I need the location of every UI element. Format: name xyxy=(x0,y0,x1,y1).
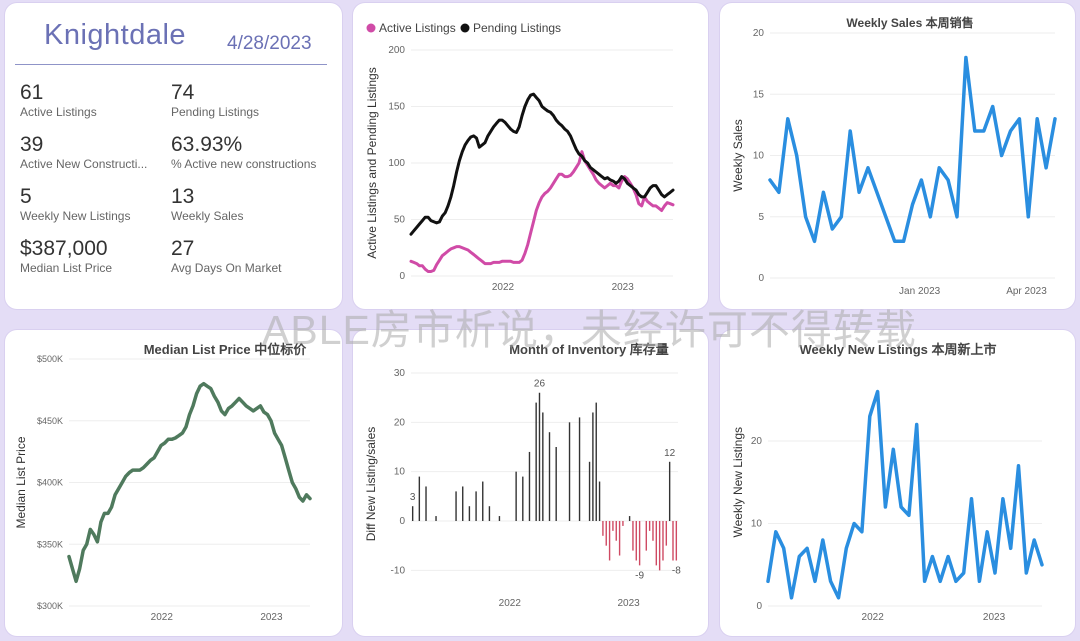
y-tick-label: 50 xyxy=(394,215,406,226)
listings-chart: 0 50 100 150 200 2022 2023 Active Listings and … xyxy=(365,21,675,293)
kpi-label: % Active new constructions xyxy=(171,157,317,171)
legend-label: Pending Listings xyxy=(473,21,561,35)
y-tick-label: 10 xyxy=(753,151,765,162)
y-tick-label: 150 xyxy=(388,102,405,113)
bar-data-label: 26 xyxy=(534,379,546,390)
y-axis-label: Weekly Sales xyxy=(731,119,745,191)
kpi-weekly-new-listings: 5 Weekly New Listings xyxy=(20,185,180,223)
kpi-value: 27 xyxy=(171,237,195,260)
y-tick-label: 20 xyxy=(751,436,763,447)
legend-marker-pending xyxy=(460,23,470,33)
legend-marker-active xyxy=(366,23,376,33)
y-tick-label: 20 xyxy=(394,417,406,428)
y-tick-label: 15 xyxy=(753,89,765,100)
y-tick-label: 100 xyxy=(388,158,405,169)
kpi-value: 63.93% xyxy=(171,133,243,156)
y-tick-label: $400K xyxy=(37,478,63,488)
pending-listings-line xyxy=(409,92,675,236)
header-divider xyxy=(15,64,327,65)
chart-title: Month of Inventory 库存量 xyxy=(509,342,669,357)
y-tick-label: $300K xyxy=(37,601,63,611)
x-tick-label: 2023 xyxy=(260,612,283,623)
kpi-label: Active New Constructi... xyxy=(20,157,148,171)
bar-data-label: 3 xyxy=(410,492,416,503)
median-price-card: $300K $350K $400K $450K $500K 2022 2023 Median … xyxy=(5,330,342,636)
bar-data-label: 12 xyxy=(664,448,676,459)
y-tick-label: 20 xyxy=(753,28,765,39)
active-listings-line xyxy=(409,150,675,273)
kpi-label: Active Listings xyxy=(20,105,97,119)
y-axis-label: Active Listings and Pending Listings xyxy=(365,67,379,258)
x-tick-label: 2023 xyxy=(612,282,635,293)
x-tick-label: Apr 2023 xyxy=(1006,286,1047,297)
x-tick-label: 2022 xyxy=(499,598,522,609)
inventory-card: -10 0 10 20 30 2022 2023 Diff New Listing/sales… xyxy=(353,330,708,636)
kpi-header: Knightdale 4/28/2023 xyxy=(5,3,342,69)
kpi-value: 74 xyxy=(171,81,195,104)
new-listings-line xyxy=(766,389,1044,600)
weekly-sales-card: 0 5 10 15 20 Jan 2023 Apr 2023 Weekly Sales Week… xyxy=(720,3,1075,309)
y-tick-label: 0 xyxy=(756,601,762,612)
kpi-value: 13 xyxy=(171,185,195,208)
y-axis-label: Weekly New Listings xyxy=(731,427,745,537)
legend-label: Active Listings xyxy=(379,21,456,35)
kpi-pct-new-construction: 63.93% % Active new constructions xyxy=(171,133,331,171)
kpi-avg-days-on-market: 27 Avg Days On Market xyxy=(171,237,331,275)
x-tick-label: 2023 xyxy=(617,598,640,609)
kpi-card: Knightdale 4/28/2023 61 Active Listings … xyxy=(5,3,342,309)
bar-data-label: -8 xyxy=(672,565,681,576)
new-listings-card: 0 10 20 2022 2023 Weekly New Listings Weekly N… xyxy=(720,330,1075,636)
y-axis-label: Diff New Listing/sales xyxy=(364,427,378,542)
y-axis-label: Median List Price xyxy=(14,436,28,528)
listings-chart-card: 0 50 100 150 200 2022 2023 Active Listings and … xyxy=(353,3,708,309)
new-listings-chart: 0 10 20 2022 2023 Weekly New Listings Weekly N… xyxy=(731,342,1044,623)
y-tick-label: 0 xyxy=(399,271,405,282)
weekly-sales-line xyxy=(768,55,1057,244)
kpi-label: Weekly New Listings xyxy=(20,209,131,223)
y-tick-label: 0 xyxy=(399,516,405,527)
x-tick-label: 2023 xyxy=(983,612,1006,623)
weekly-sales-chart: 0 5 10 15 20 Jan 2023 Apr 2023 Weekly Sales Week… xyxy=(731,15,1057,297)
y-tick-label: 200 xyxy=(388,45,405,56)
y-tick-label: 10 xyxy=(751,519,763,530)
kpi-median-list-price: $387,000 Median List Price xyxy=(20,237,180,275)
median-price-line xyxy=(67,381,312,584)
y-tick-label: 5 xyxy=(758,212,764,223)
x-tick-label: Jan 2023 xyxy=(899,286,941,297)
report-date: 4/28/2023 xyxy=(227,33,312,54)
x-tick-label: 2022 xyxy=(492,282,515,293)
kpi-label: Weekly Sales xyxy=(171,209,244,223)
kpi-pending-listings: 74 Pending Listings xyxy=(171,81,331,119)
kpi-value: 39 xyxy=(20,133,44,156)
kpi-label: Median List Price xyxy=(20,261,113,275)
bar-data-label: -9 xyxy=(635,570,644,581)
chart-title: Weekly New Listings 本周新上市 xyxy=(800,342,997,357)
chart-title: Weekly Sales 本周销售 xyxy=(846,15,973,30)
y-tick-label: $450K xyxy=(37,416,63,426)
y-tick-label: $500K xyxy=(37,354,63,364)
chart-title: Median List Price 中位标价 xyxy=(144,342,308,357)
kpi-label: Pending Listings xyxy=(171,105,260,119)
x-tick-label: 2022 xyxy=(151,612,174,623)
y-tick-label: $350K xyxy=(37,539,63,549)
kpi-active-listings: 61 Active Listings xyxy=(20,81,180,119)
kpi-value: $387,000 xyxy=(20,237,108,260)
median-price-chart: $300K $350K $400K $450K $500K 2022 2023 Median … xyxy=(14,342,312,623)
y-tick-label: 0 xyxy=(758,273,764,284)
kpi-active-new-construction: 39 Active New Constructi... xyxy=(20,133,180,171)
inventory-chart: -10 0 10 20 30 2022 2023 Diff New Listing/sales… xyxy=(364,342,681,609)
kpi-weekly-sales: 13 Weekly Sales xyxy=(171,185,331,223)
kpi-value: 61 xyxy=(20,81,44,104)
kpi-label: Avg Days On Market xyxy=(171,261,282,275)
city-title: Knightdale xyxy=(44,19,187,51)
y-tick-label: 30 xyxy=(394,368,406,379)
x-tick-label: 2022 xyxy=(862,612,885,623)
kpi-value: 5 xyxy=(20,185,32,208)
y-tick-label: -10 xyxy=(391,565,406,576)
y-tick-label: 10 xyxy=(394,467,406,478)
